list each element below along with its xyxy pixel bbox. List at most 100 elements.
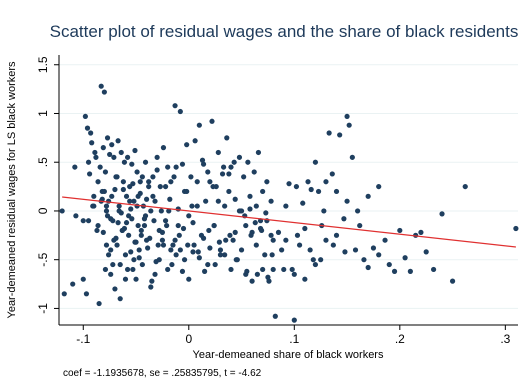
data-point (397, 227, 403, 234)
data-point (129, 161, 135, 167)
data-point (224, 135, 230, 141)
data-point (131, 198, 137, 204)
data-point (164, 222, 170, 229)
x-axis-label: Year-demeaned share of black workers (193, 349, 384, 361)
data-point (162, 183, 169, 190)
data-point (155, 242, 161, 248)
data-point (202, 268, 208, 274)
data-point (93, 154, 99, 160)
data-point (192, 138, 198, 144)
data-point (323, 179, 329, 185)
data-point (108, 247, 114, 253)
y-tick-label: 1.5 (36, 56, 50, 73)
data-point (365, 264, 371, 271)
data-point (199, 157, 206, 163)
data-point (145, 245, 151, 251)
data-point (286, 181, 292, 187)
data-point (170, 242, 176, 248)
data-point (83, 291, 90, 297)
data-point (386, 261, 392, 268)
data-point (148, 284, 154, 290)
data-point (376, 183, 382, 190)
data-point (291, 317, 297, 323)
data-point (103, 208, 110, 214)
data-point (231, 159, 237, 165)
data-point (160, 242, 167, 248)
data-point (100, 229, 106, 236)
data-point (210, 183, 216, 190)
data-point (179, 161, 186, 167)
y-tick-label: .5 (36, 157, 50, 167)
data-point (95, 222, 101, 229)
data-point (244, 268, 250, 274)
data-point (226, 171, 232, 177)
data-point (143, 196, 150, 202)
data-point (190, 249, 196, 255)
data-point (196, 122, 202, 128)
data-point (260, 188, 266, 195)
data-point (263, 210, 269, 216)
x-ticks: -.1 0 .1 .2 .3 (76, 325, 511, 346)
data-point (361, 257, 367, 263)
data-point (112, 186, 118, 193)
data-point (124, 266, 131, 273)
data-point (137, 179, 143, 185)
data-point (207, 245, 213, 251)
data-point (59, 208, 65, 214)
data-point (258, 227, 265, 234)
data-point (105, 252, 112, 258)
data-point (228, 164, 234, 170)
regression-note: coef = -1.1935678, se = .25835795, t = -… (63, 368, 262, 379)
data-point (293, 183, 300, 190)
data-point (130, 181, 136, 187)
data-point (219, 171, 226, 177)
data-point (100, 144, 106, 151)
data-point (241, 174, 247, 180)
data-point (84, 125, 91, 131)
data-point (158, 208, 164, 214)
data-point (308, 186, 314, 193)
data-point (222, 252, 228, 258)
data-point (148, 208, 154, 214)
data-point (159, 237, 166, 243)
data-point (333, 232, 340, 238)
data-point (111, 237, 117, 243)
data-point (253, 242, 259, 248)
data-point (462, 183, 468, 190)
data-point (96, 300, 102, 307)
data-point (189, 203, 195, 209)
data-point (133, 276, 139, 282)
data-point (115, 220, 121, 226)
data-point (270, 266, 276, 273)
data-point (105, 198, 112, 204)
data-point (171, 174, 177, 180)
data-point (147, 235, 153, 241)
data-point (200, 235, 207, 241)
data-point (98, 83, 104, 89)
data-point (188, 174, 194, 180)
data-point (138, 227, 144, 234)
data-point (134, 169, 140, 175)
data-point (160, 144, 167, 151)
data-point (88, 130, 94, 136)
data-point (169, 261, 175, 268)
data-point (87, 171, 93, 177)
data-point (89, 140, 95, 146)
data-point (130, 266, 136, 273)
data-point (92, 149, 98, 156)
data-point (61, 291, 67, 297)
data-point (233, 257, 239, 263)
data-point (291, 271, 297, 277)
data-point (168, 179, 174, 185)
data-point (255, 149, 262, 156)
data-point (122, 252, 129, 258)
data-point (194, 203, 200, 209)
data-point (121, 225, 128, 232)
data-point (123, 220, 130, 226)
data-point (116, 203, 122, 209)
data-point (141, 222, 148, 229)
data-point (146, 179, 152, 185)
data-point (344, 113, 350, 120)
data-point (110, 261, 116, 268)
data-point (209, 118, 215, 124)
